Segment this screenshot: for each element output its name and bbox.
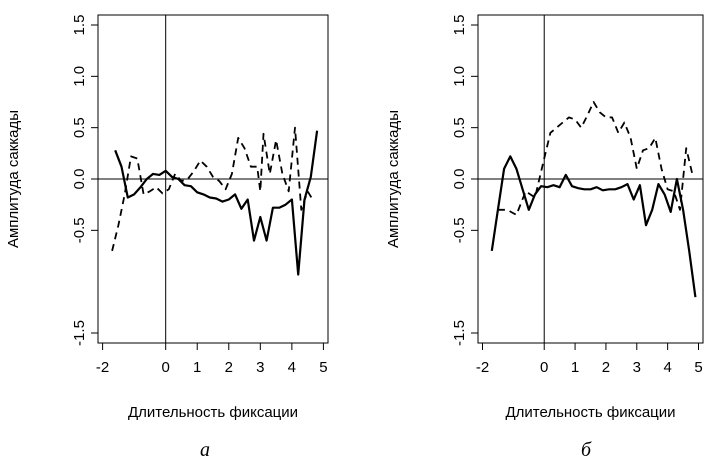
x-tick-label: 4 (663, 359, 671, 376)
x-tick-label: 3 (633, 359, 641, 376)
y-tick-label: -0.5 (451, 217, 468, 243)
x-tick-label: 5 (694, 359, 702, 376)
y-tick-label: 1.0 (71, 66, 88, 87)
chart-panel-b: -2 0 1 2 3 4 5 -1.5 -0.5 0.0 0.5 1.0 1.5 Длительность… (385, 14, 704, 461)
x-tick-label: 4 (288, 359, 296, 376)
y-tick-label: 1.5 (451, 15, 468, 36)
x-tick-label: 1 (193, 359, 201, 376)
y-axis-title: Амплитуда саккады (385, 110, 402, 248)
series-line-dashed (111, 126, 315, 252)
x-tick-label: 0 (540, 359, 548, 376)
x-axis-title: Длительность фиксации (505, 404, 675, 421)
y-tick-label: 0.0 (451, 169, 468, 190)
y-tick-label: 0.5 (71, 117, 88, 138)
y-tick-label: 1.5 (71, 15, 88, 36)
x-tick-label: 2 (225, 359, 233, 376)
x-tick-label: 3 (256, 359, 264, 376)
panel-label: а (200, 439, 210, 461)
x-tick-label: 5 (319, 359, 327, 376)
y-axis-title: Амплитуда саккады (5, 110, 22, 248)
series-line-solid (490, 155, 697, 298)
chart-panel-a: -2 0 1 2 3 4 5 -1.5 -0.5 0.0 0.5 1.0 1.5 Длительность… (5, 14, 329, 461)
x-tick-label: 0 (162, 359, 170, 376)
y-tick-label: 0.0 (71, 169, 88, 190)
x-tick-label: -2 (96, 359, 109, 376)
x-tick-label: 2 (602, 359, 610, 376)
series-line-solid (114, 130, 319, 276)
y-tick-label: 1.0 (451, 66, 468, 87)
y-tick-label: -1.5 (451, 320, 468, 346)
x-tick-label: 1 (571, 359, 579, 376)
y-tick-label: -1.5 (71, 320, 88, 346)
panel-label: б (581, 439, 592, 461)
series-line-dashed (497, 101, 694, 216)
y-tick-label: -0.5 (71, 217, 88, 243)
y-tick-label: 0.5 (451, 117, 468, 138)
x-tick-label: -2 (476, 359, 489, 376)
x-axis-title: Длительность фиксации (128, 404, 298, 421)
